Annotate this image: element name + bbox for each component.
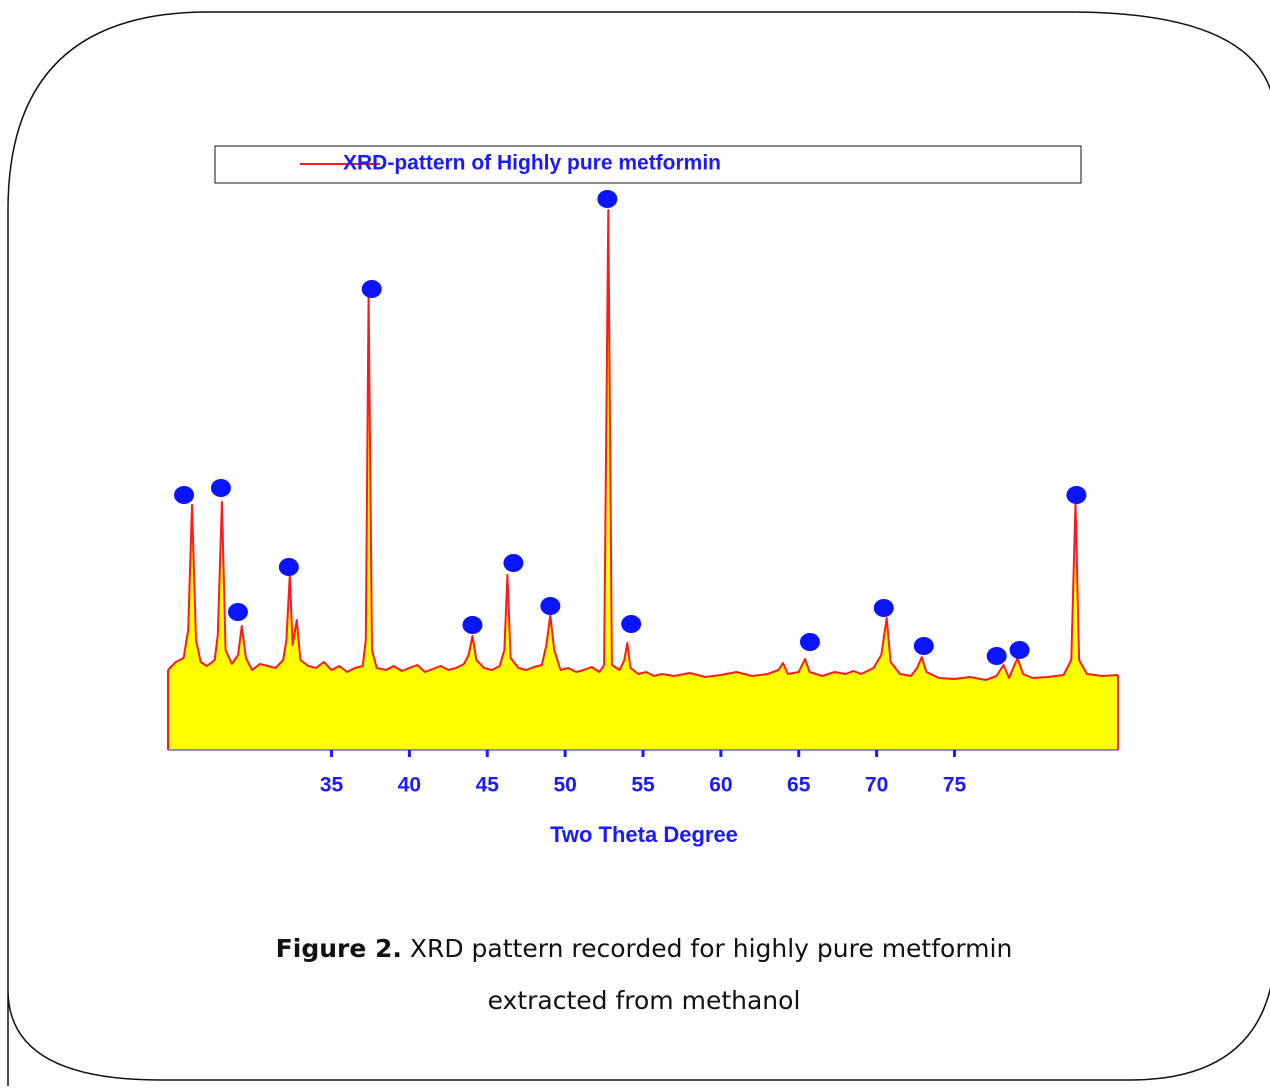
peak-marker: [597, 190, 618, 208]
x-tick-label: 70: [865, 774, 888, 797]
x-tick-label: 35: [320, 774, 344, 797]
peak-marker: [361, 280, 382, 298]
peak-marker: [503, 554, 524, 572]
area-fill: [168, 210, 1118, 750]
peak-marker: [799, 633, 820, 651]
peak-marker: [913, 637, 934, 655]
peak-marker: [1009, 641, 1030, 659]
xrd-line: [167, 209, 1119, 681]
frame: [7, 11, 1270, 1086]
peak-marker: [462, 616, 483, 634]
x-tick-label: 40: [398, 774, 421, 797]
x-axis-title: Two Theta Degree: [550, 822, 738, 847]
x-tick-label: 50: [553, 774, 576, 797]
peak-marker: [227, 603, 248, 621]
peak-marker: [986, 647, 1007, 665]
caption-text: XRD pattern recorded for highly pure met…: [410, 934, 1012, 963]
x-tick-label: 60: [709, 774, 732, 797]
caption-line: extracted from methanol: [488, 986, 801, 1015]
caption-label: Figure 2.: [276, 934, 402, 963]
plot-area: 35 40 45 50 55 60 65 70 75: [167, 190, 1119, 797]
x-tick-label: 55: [631, 774, 655, 797]
peak-marker: [174, 486, 195, 504]
peak-marker: [621, 615, 642, 633]
peak-marker: [210, 479, 231, 497]
peak-marker: [540, 597, 561, 615]
peak-marker: [873, 599, 894, 617]
x-tick-label: 45: [476, 774, 500, 797]
legend-label: XRD-pattern of Highly pure metformin: [343, 152, 721, 175]
x-tick-label: 75: [943, 774, 967, 797]
x-tick-label: 65: [787, 774, 811, 797]
peak-marker: [1066, 486, 1087, 504]
peak-marker: [278, 558, 299, 576]
caption-line: Figure 2. XRD pattern recorded for highl…: [276, 934, 1013, 963]
